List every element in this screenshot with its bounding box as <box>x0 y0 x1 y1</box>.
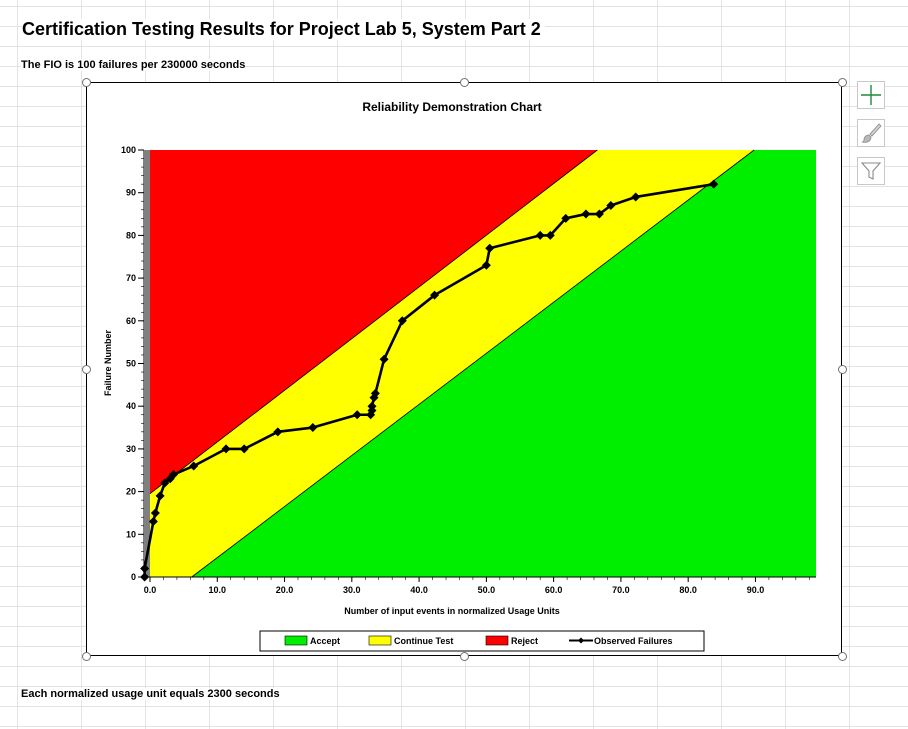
x-axis-title: Number of input events in normalized Usa… <box>344 606 560 616</box>
observed-failure-point <box>239 444 249 454</box>
x-tick-label: 90.0 <box>747 585 765 595</box>
observed-failure-point <box>155 491 165 501</box>
funnel-icon <box>860 162 882 180</box>
resize-handle-right[interactable] <box>838 365 847 374</box>
observed-failure-point <box>273 427 283 437</box>
x-tick-label: 40.0 <box>410 585 428 595</box>
observed-failure-point <box>430 290 440 300</box>
legend-swatch <box>368 635 392 646</box>
observed-failure-point <box>165 474 175 484</box>
observed-failure-point <box>352 410 362 420</box>
resize-handle-bottom[interactable] <box>460 652 469 661</box>
observed-failure-point <box>150 508 160 518</box>
observed-failure-point <box>169 470 179 480</box>
reject-boundary-line <box>149 149 598 495</box>
fio-note: The FIO is 100 failures per 230000 secon… <box>21 59 246 71</box>
observed-failure-point <box>160 478 170 488</box>
plus-icon <box>861 85 881 105</box>
chart-area[interactable]: Reliability Demonstration Chart 0 10 20 30 40… <box>86 82 842 656</box>
brush-icon <box>861 123 882 143</box>
observed-failure-point <box>370 388 380 398</box>
chart-styles-button[interactable] <box>857 119 885 147</box>
observed-failure-point <box>148 516 158 526</box>
resize-handle-bottom-right[interactable] <box>838 652 847 661</box>
legend-label: Reject <box>511 636 538 646</box>
observed-failure-point <box>561 213 571 223</box>
y-tick-label: 0 <box>131 572 136 582</box>
y-tick-label: 80 <box>126 230 136 240</box>
observed-failure-point <box>481 260 491 270</box>
reliability-chart: Reliability Demonstration Chart 0 10 20 30 40… <box>103 100 816 652</box>
resize-handle-top[interactable] <box>460 78 469 87</box>
observed-failure-point <box>367 401 377 411</box>
y-tick-label: 10 <box>126 529 136 539</box>
observed-failure-point <box>140 563 150 573</box>
observed-failure-point <box>709 179 719 189</box>
x-tick-label: 20.0 <box>276 585 294 595</box>
legend-swatch <box>485 635 509 646</box>
observed-failure-point <box>535 230 545 240</box>
x-tick-label: 0.0 <box>144 585 157 595</box>
y-tick-label: 70 <box>126 273 136 283</box>
y-tick-label: 90 <box>126 188 136 198</box>
legend-marker <box>578 637 584 644</box>
observed-failure-point <box>140 572 150 582</box>
observed-failure-point <box>485 243 495 253</box>
plot-gap-strip <box>145 150 150 577</box>
observed-failure-point <box>397 316 407 326</box>
resize-handle-bottom-left[interactable] <box>82 652 91 661</box>
observed-failure-point <box>189 461 199 471</box>
y-tick-label: 40 <box>126 401 136 411</box>
observed-failure-point <box>631 192 641 202</box>
accept-boundary-line <box>191 149 755 578</box>
observed-failure-point <box>545 230 555 240</box>
x-tick-label: 50.0 <box>478 585 496 595</box>
x-tick-label: 80.0 <box>679 585 697 595</box>
chart-elements-button[interactable] <box>857 81 885 109</box>
y-tick-label: 60 <box>126 316 136 326</box>
y-tick-label: 100 <box>121 145 136 155</box>
x-tick-label: 30.0 <box>343 585 361 595</box>
observed-failure-point <box>581 209 591 219</box>
sheet-title: Certification Testing Results for Projec… <box>22 19 545 40</box>
observed-failure-point <box>594 209 604 219</box>
resize-handle-top-left[interactable] <box>82 78 91 87</box>
legend-label: Accept <box>310 636 340 646</box>
footer-note: Each normalized usage unit equals 2300 s… <box>21 688 280 700</box>
observed-failure-point <box>221 444 231 454</box>
observed-failure-point <box>379 354 389 364</box>
x-tick-label: 60.0 <box>545 585 563 595</box>
legend-label: Observed Failures <box>594 636 673 646</box>
resize-handle-left[interactable] <box>82 365 91 374</box>
chart-title: Reliability Demonstration Chart <box>362 100 541 114</box>
resize-handle-top-right[interactable] <box>838 78 847 87</box>
y-tick-label: 20 <box>126 487 136 497</box>
y-tick-label: 30 <box>126 444 136 454</box>
x-tick-label: 70.0 <box>612 585 630 595</box>
legend-label: Continue Test <box>394 636 453 646</box>
x-tick-label: 10.0 <box>209 585 227 595</box>
observed-failure-point <box>606 201 616 211</box>
y-tick-label: 50 <box>126 359 136 369</box>
legend-swatch <box>284 635 308 646</box>
chart-filters-button[interactable] <box>857 157 885 185</box>
observed-failure-point <box>308 423 318 433</box>
y-axis-title: Failure Number <box>103 329 113 396</box>
